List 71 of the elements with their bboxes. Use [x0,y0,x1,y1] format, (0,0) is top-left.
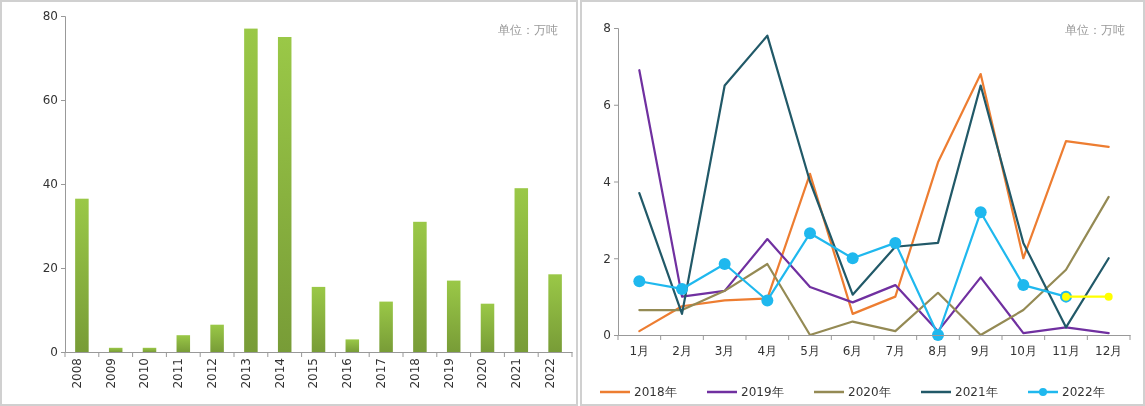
legend-label: 2022年 [1062,385,1105,399]
y-tick-label: 60 [42,93,58,108]
x-tick-label: 4月 [757,343,778,358]
legend-label: 2021年 [955,385,998,399]
bar [413,221,427,352]
point [1017,279,1030,292]
x-tick-label: 2009 [103,358,118,389]
y-tick-label: 4 [603,174,611,189]
point [676,282,688,295]
x-tick-label: 2012 [204,358,219,389]
annotation: 单位：万吨 [1065,23,1125,37]
x-tick-label: 7月 [885,343,906,358]
y-tick-label: 8 [603,21,611,36]
bar [446,280,461,352]
bar [548,274,562,352]
x-tick-label: 5月 [800,343,820,358]
point [932,329,944,341]
y-tick-label: 0 [603,328,611,343]
bar [244,28,258,352]
x-tick-label: 2021 [509,358,524,389]
point [889,236,902,249]
x-tick-label: 2019 [441,358,456,389]
x-tick-label: 2017 [373,358,388,389]
y-tick-label: 80 [42,9,58,24]
y-tick-label: 0 [50,345,58,360]
x-tick-label: 2020 [475,358,490,389]
y-tick-label: 6 [603,98,611,113]
x-tick-label: 2013 [238,358,253,389]
x-tick-label: 1月 [629,343,650,358]
x-tick-label: 2022 [542,358,557,389]
x-tick-label: 2008 [69,358,84,389]
x-tick-label: 2018 [407,358,422,389]
x-tick-label: 2014 [272,358,287,389]
x-tick-label: 10月 [1009,343,1037,358]
bar [480,303,495,352]
y-tick-label: 2 [603,251,611,266]
legend-label: 2018年 [634,385,677,399]
bar [311,286,326,352]
bar [176,335,191,352]
x-tick-label: 11月 [1052,343,1080,358]
x-tick-label: 2月 [672,343,692,358]
point [761,294,774,307]
bar [210,324,224,352]
bar [379,301,393,352]
x-tick-label: 6月 [842,343,863,358]
x-tick-label: 12月 [1095,343,1123,358]
x-tick-label: 2016 [340,358,355,389]
x-tick-label: 3月 [714,343,735,358]
x-tick-label: 8月 [928,343,948,358]
bar [345,339,360,352]
point [718,258,731,271]
legend-label: 2020年 [848,385,891,399]
x-tick-label: 2011 [171,358,186,389]
point [1104,292,1113,301]
bar [108,347,123,352]
point [633,275,646,288]
line-series [638,195,1110,337]
legend-label: 2019年 [741,385,784,399]
annotation: 单位：万吨 [498,23,558,37]
point [804,227,816,240]
bar [75,198,89,352]
bar [142,347,157,352]
x-tick-label: 2015 [306,358,321,389]
x-tick-label: 9月 [970,343,991,358]
bar [514,188,529,352]
y-tick-label: 20 [42,261,58,276]
point [846,252,859,265]
bar [277,37,292,352]
y-tick-label: 40 [42,177,58,192]
x-tick-label: 2010 [137,358,152,389]
point [974,206,987,219]
